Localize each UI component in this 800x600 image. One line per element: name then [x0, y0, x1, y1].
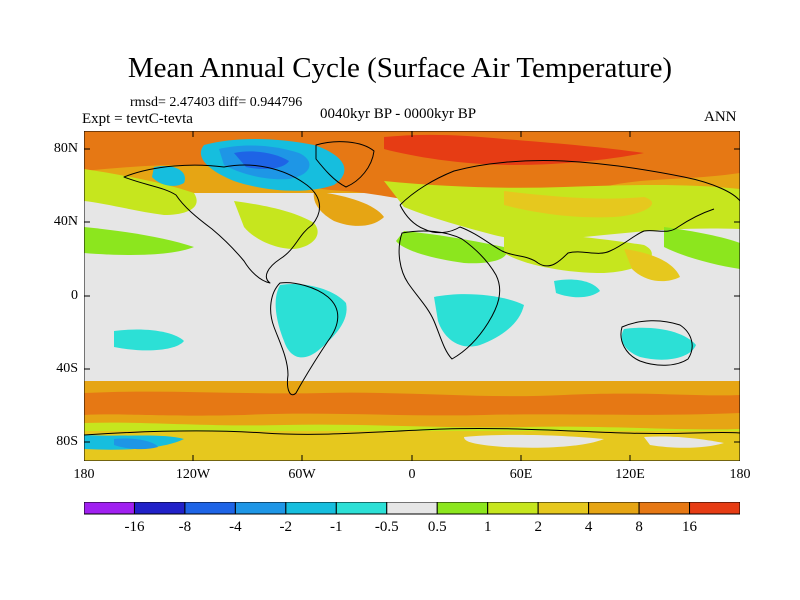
season-label: ANN	[704, 109, 737, 125]
coastline-south-america	[270, 282, 339, 396]
colorbar-label: 8	[635, 519, 643, 535]
colorbar-box	[84, 502, 135, 515]
coastlines	[84, 141, 740, 436]
coastline-greenland	[315, 141, 375, 188]
map-ticks	[84, 131, 740, 461]
colorbar-label: -8	[178, 519, 192, 535]
colorbar-label: 1	[483, 519, 492, 535]
coastline-north-america	[123, 164, 320, 284]
lon-label-180w: 180	[73, 467, 95, 482]
colorbar-box	[285, 502, 337, 515]
colorbar-label: 2	[534, 519, 542, 535]
lat-label-80n: 80N	[53, 141, 78, 156]
experiment-label: Expt = tevtC-tevta	[82, 111, 193, 127]
lon-label-120w: 120W	[175, 467, 211, 482]
figure-title: Mean Annual Cycle (Surface Air Temperatu…	[127, 52, 673, 84]
colorbar-box	[234, 502, 287, 515]
colorbar-box	[487, 502, 539, 515]
colorbar-label: -4	[229, 519, 242, 535]
colorbar-box	[537, 502, 590, 515]
lon-label-180e: 180	[729, 467, 751, 482]
colorbar-label: -1	[330, 519, 343, 535]
colorbar-box	[335, 502, 388, 515]
colorbar-box	[588, 502, 640, 515]
lat-label-40n: 40N	[53, 214, 78, 229]
lon-label-60w: 60W	[288, 467, 316, 482]
coastline-africa	[398, 230, 501, 360]
colorbar-box	[386, 502, 438, 515]
lat-label-eq: 0	[71, 288, 78, 303]
lon-label-60e: 60E	[509, 467, 533, 482]
lon-label-0: 0	[408, 467, 416, 482]
colorbar-box	[133, 502, 186, 515]
colorbar-label: 4	[584, 519, 593, 535]
colorbar-box	[638, 502, 691, 515]
period-label: 0040kyr BP - 0000kyr BP	[320, 106, 477, 122]
colorbar-label: -0.5	[374, 519, 399, 535]
colorbar-label: -16	[124, 519, 145, 535]
lon-label-120e: 120E	[615, 467, 645, 482]
lat-label-80s: 80S	[56, 434, 78, 449]
colorbar-box	[184, 502, 236, 515]
colorbar-label: 0.5	[427, 519, 447, 535]
colorbar-label: 16	[682, 519, 697, 535]
colorbar-label: -2	[279, 519, 293, 535]
colorbar-box	[436, 502, 489, 515]
lat-label-40s: 40S	[56, 361, 78, 376]
colorbar	[84, 502, 740, 515]
coastline-antarctica	[84, 427, 740, 436]
temperature-anomaly-map	[84, 131, 740, 461]
coastline-australia	[620, 320, 693, 366]
colorbar-box	[689, 502, 740, 515]
stats-label: rmsd= 2.47403 diff= 0.944796	[130, 95, 303, 110]
